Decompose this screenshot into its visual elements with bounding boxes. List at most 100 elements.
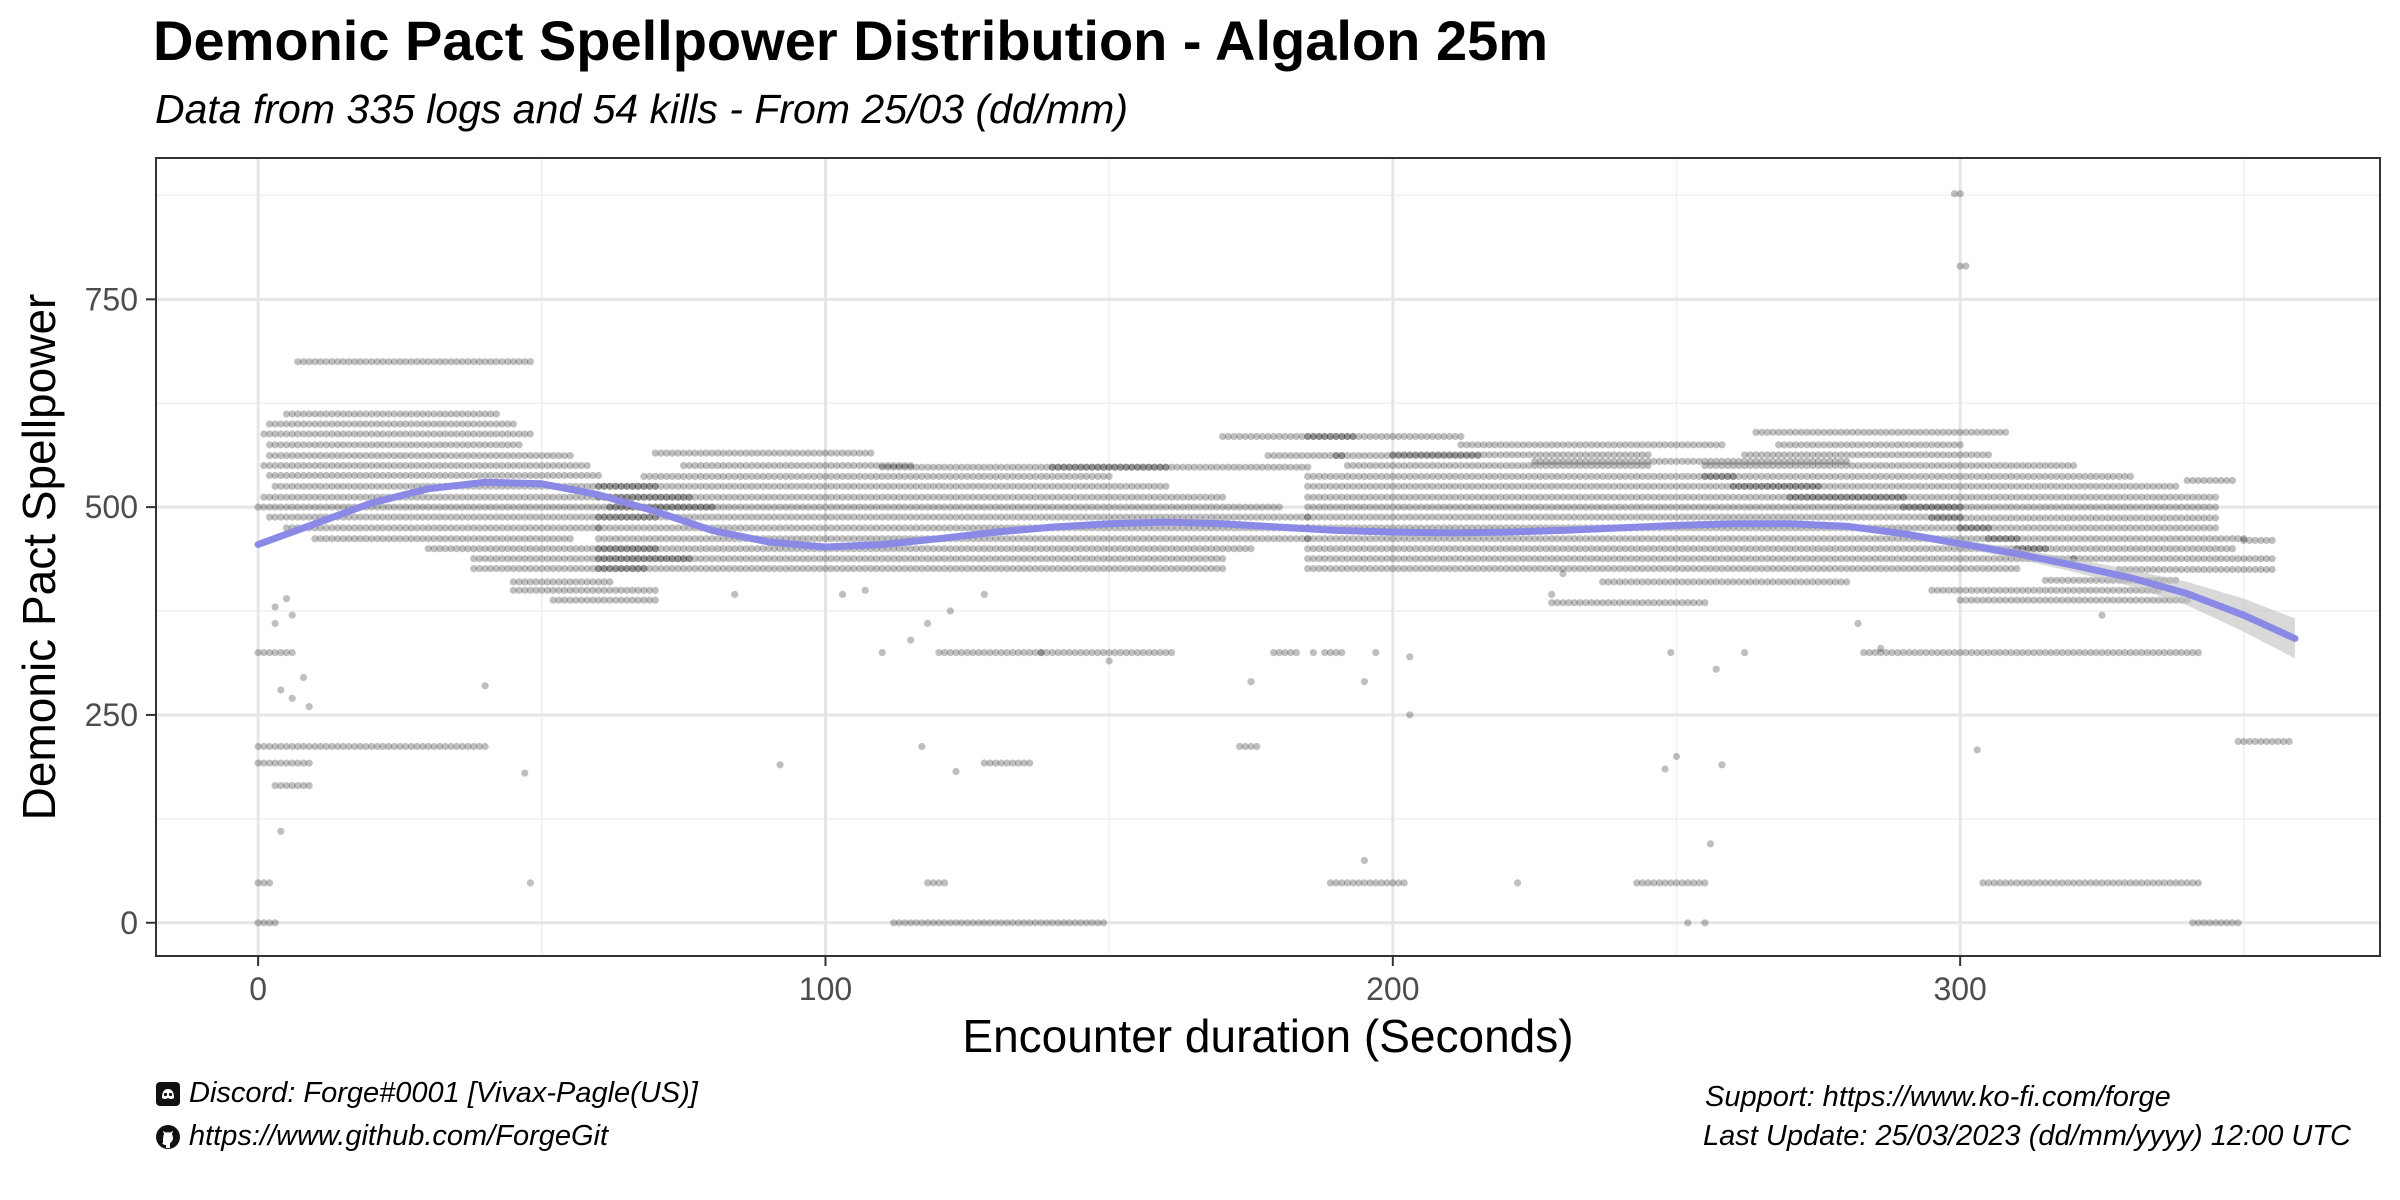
data-point	[1009, 535, 1017, 543]
data-point	[1116, 565, 1125, 573]
data-point	[753, 545, 762, 553]
data-point	[838, 482, 847, 490]
data-point	[521, 503, 529, 511]
data-point	[997, 503, 1005, 511]
data-point	[612, 565, 620, 573]
data-point	[305, 452, 313, 460]
data-point	[305, 358, 313, 366]
data-point	[504, 358, 512, 366]
data-point	[958, 545, 966, 553]
data-point	[260, 462, 268, 470]
data-point	[362, 493, 370, 501]
data-point	[759, 513, 767, 521]
data-point	[481, 545, 489, 553]
data-point	[1037, 472, 1045, 480]
data-point	[1099, 545, 1108, 553]
data-point	[1082, 545, 1090, 553]
data-point	[680, 493, 688, 501]
data-point	[1026, 513, 1034, 521]
data-point	[736, 449, 745, 457]
data-point	[487, 503, 495, 511]
data-point	[872, 565, 881, 573]
data-point	[702, 493, 710, 501]
data-point	[907, 472, 915, 480]
data-point	[623, 596, 631, 604]
data-point	[759, 472, 767, 480]
data-point	[481, 358, 489, 366]
data-point	[748, 482, 756, 490]
data-point	[816, 565, 824, 573]
data-point	[566, 545, 574, 553]
data-point	[1128, 503, 1136, 511]
data-point	[481, 430, 489, 438]
data-point	[1054, 503, 1062, 511]
data-point	[1173, 535, 1181, 543]
data-point	[1156, 482, 1164, 490]
data-point	[385, 420, 393, 428]
data-point	[969, 524, 977, 532]
data-point	[339, 358, 347, 366]
data-point	[481, 513, 489, 521]
data-point	[470, 358, 478, 366]
data-point	[674, 555, 682, 563]
data-point	[680, 565, 688, 573]
data-point	[958, 565, 966, 573]
data-point	[282, 471, 291, 480]
data-point	[487, 471, 495, 480]
data-point	[861, 493, 869, 501]
data-point	[804, 472, 813, 480]
data-point	[351, 482, 359, 490]
data-point	[941, 472, 949, 480]
data-point	[1213, 493, 1221, 501]
data-point	[1014, 482, 1023, 490]
data-point	[299, 482, 308, 490]
data-point	[532, 524, 540, 532]
data-point	[992, 503, 1000, 511]
data-point	[742, 462, 750, 470]
data-point	[600, 586, 608, 594]
data-point	[1026, 535, 1034, 543]
data-point	[1400, 879, 1408, 887]
data-point	[305, 410, 313, 418]
data-point	[799, 555, 807, 563]
data-point	[992, 482, 1000, 490]
data-point	[640, 555, 648, 563]
data-point	[935, 482, 943, 490]
data-point	[623, 545, 631, 553]
data-point	[612, 545, 620, 553]
data-point	[1111, 535, 1119, 543]
data-point	[271, 603, 279, 611]
data-point	[821, 482, 830, 490]
data-point	[560, 565, 569, 573]
data-point	[390, 410, 398, 418]
data-point	[1082, 482, 1090, 490]
data-point	[827, 503, 835, 511]
data-point	[288, 493, 296, 501]
data-point	[787, 524, 796, 532]
data-point	[901, 524, 909, 532]
data-point	[1043, 493, 1051, 501]
data-point	[1133, 503, 1142, 511]
data-point	[453, 420, 461, 428]
data-point	[1179, 535, 1187, 543]
data-point	[844, 535, 852, 543]
data-point	[526, 493, 535, 501]
data-point	[606, 555, 614, 563]
data-point	[458, 545, 466, 553]
data-point	[396, 524, 404, 532]
data-point	[555, 555, 563, 563]
data-point	[351, 471, 359, 480]
data-point	[833, 493, 841, 501]
data-point	[697, 462, 705, 470]
data-point	[334, 410, 342, 418]
data-point	[424, 441, 432, 449]
data-point	[504, 452, 512, 460]
data-point	[1202, 555, 1210, 563]
data-point	[1060, 555, 1068, 563]
data-point	[458, 503, 466, 511]
data-point	[385, 441, 393, 449]
data-point	[345, 493, 353, 501]
data-point	[339, 524, 347, 532]
data-point	[838, 555, 847, 563]
data-point	[543, 452, 552, 460]
